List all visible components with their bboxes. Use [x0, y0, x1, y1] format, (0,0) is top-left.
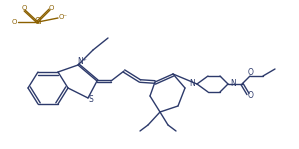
Text: O: O — [48, 5, 54, 11]
Text: S: S — [89, 94, 93, 104]
Text: N⁺: N⁺ — [77, 58, 87, 66]
Text: N: N — [230, 80, 236, 89]
Text: O: O — [11, 19, 17, 25]
Text: O: O — [248, 68, 254, 77]
Text: O⁻: O⁻ — [58, 14, 68, 20]
Text: N: N — [189, 80, 195, 89]
Text: O: O — [248, 91, 254, 100]
Text: Cl: Cl — [34, 17, 42, 26]
Text: O: O — [21, 5, 27, 11]
